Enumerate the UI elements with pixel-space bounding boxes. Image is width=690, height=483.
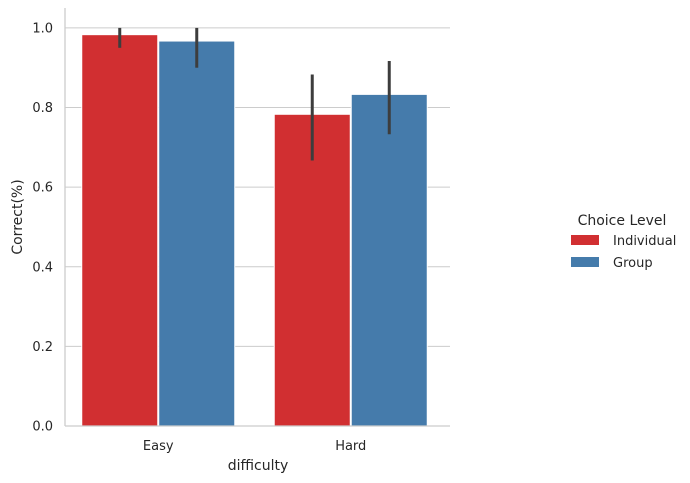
legend-items: Individual Group — [571, 234, 676, 271]
legend-swatch — [571, 235, 599, 245]
bar-individual-easy — [81, 34, 159, 427]
y-tick-label: 0.8 — [32, 101, 53, 116]
y-tick-label: 0.0 — [32, 420, 53, 435]
legend-label: Group — [613, 256, 653, 271]
y-tick-label: 0.2 — [32, 340, 53, 355]
bar-individual-hard — [273, 113, 351, 427]
y-axis-label: Correct(%) — [10, 179, 26, 254]
x-tick-label: Easy — [143, 439, 174, 454]
bar-group-easy — [158, 40, 236, 427]
y-tick-labels: 0.0 0.2 0.4 0.6 0.8 1.0 — [32, 21, 53, 434]
axes — [64, 8, 450, 427]
legend-title: Choice Level — [578, 213, 667, 229]
legend: Choice Level Individual Group — [571, 213, 676, 271]
legend-label: Individual — [613, 234, 676, 249]
error-bars — [118, 27, 391, 161]
x-tick-labels: Easy Hard — [143, 439, 366, 454]
x-tick-label: Hard — [335, 439, 366, 454]
bars — [81, 34, 428, 427]
y-tick-label: 1.0 — [32, 21, 53, 36]
y-tick-label: 0.6 — [32, 181, 53, 196]
x-axis-label: difficulty — [228, 458, 289, 474]
bar-group-hard — [350, 93, 428, 427]
y-tick-label: 0.4 — [32, 260, 53, 275]
legend-swatch — [571, 257, 599, 267]
